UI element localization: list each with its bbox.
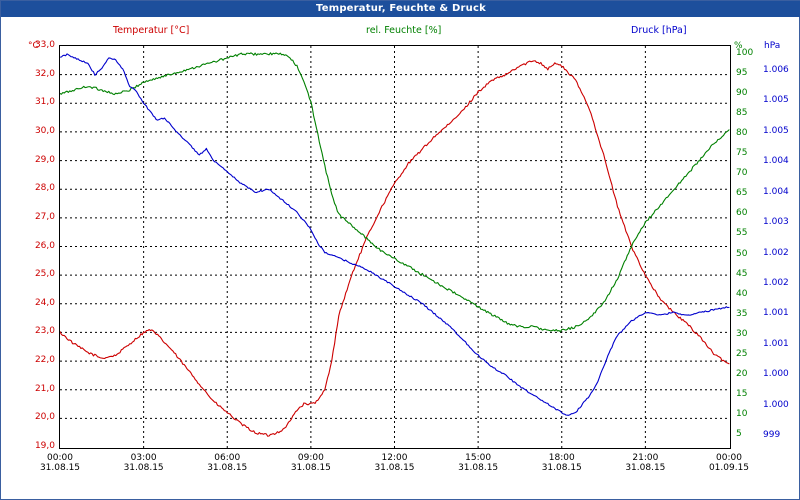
x-tick-time: 21:00 — [632, 453, 659, 463]
x-tick: 12:00 31.08.15 — [371, 453, 419, 473]
y-tick-humidity: 85 — [736, 108, 748, 119]
y-tick-humidity: 20 — [736, 368, 748, 379]
y-tick-pressure: 1.003 — [763, 217, 789, 228]
plot-area — [59, 45, 731, 449]
legend-pressure: Druck [hPa] — [631, 25, 687, 36]
y-tick-temperature: 31,0 — [34, 97, 55, 108]
y-tick-humidity: 75 — [736, 148, 748, 159]
y-tick-pressure: 1.002 — [763, 247, 789, 258]
y-tick-pressure: 1.001 — [763, 338, 789, 349]
x-tick: 15:00 31.08.15 — [454, 453, 502, 473]
y-tick-pressure: 1.004 — [763, 156, 789, 167]
window-title-bar: Temperatur, Feuchte & Druck — [1, 1, 800, 17]
y-tick-pressure: 999 — [763, 430, 781, 440]
y-tick-temperature: 27,0 — [34, 211, 55, 222]
y-tick-humidity: 80 — [736, 128, 748, 139]
x-tick-time: 06:00 — [214, 453, 241, 463]
y-tick-humidity: 55 — [736, 228, 748, 239]
series-line-humidity — [60, 52, 730, 333]
x-tick-time: 15:00 — [465, 453, 492, 463]
x-tick-date: 31.08.15 — [541, 463, 582, 473]
legend-temperature: Temperatur [°C] — [113, 25, 190, 36]
y-tick-humidity: 95 — [736, 68, 748, 79]
y-tick-humidity: 40 — [736, 288, 748, 299]
x-tick-date: 31.08.15 — [207, 463, 248, 473]
y-tick-humidity: 65 — [736, 188, 748, 199]
y-tick-temperature: 25,0 — [34, 269, 55, 280]
x-tick-date: 31.08.15 — [290, 463, 331, 473]
y-tick-humidity: 50 — [736, 248, 748, 259]
axis-unit-humidity: % — [734, 41, 743, 51]
y-tick-humidity: 35 — [736, 308, 748, 319]
x-tick-date: 01.09.15 — [708, 463, 750, 473]
x-tick: 03:00 31.08.15 — [120, 453, 168, 473]
y-tick-temperature: 26,0 — [34, 240, 55, 251]
series-line-pressure — [60, 53, 730, 416]
y-tick-temperature: 32,0 — [34, 68, 55, 79]
y-tick-temperature: 20,0 — [34, 412, 55, 423]
x-tick-date: 31.08.15 — [123, 463, 164, 473]
y-tick-temperature: 30,0 — [34, 125, 55, 136]
axis-unit-temperature: °C — [28, 41, 39, 51]
x-tick: 18:00 31.08.15 — [538, 453, 586, 473]
y-tick-humidity: 100 — [736, 48, 754, 59]
y-tick-temperature: 22,0 — [34, 355, 55, 366]
x-tick-time: 00:00 — [47, 453, 73, 463]
x-tick-time: 12:00 — [381, 453, 408, 463]
x-tick-time: 09:00 — [297, 453, 324, 463]
x-tick-date: 31.08.15 — [374, 463, 415, 473]
axis-unit-pressure: hPa — [764, 41, 781, 51]
y-tick-temperature: 19,0 — [34, 441, 55, 451]
y-tick-pressure: 1.005 — [763, 95, 789, 106]
x-tick-date: 31.08.15 — [458, 463, 499, 473]
y-tick-humidity: 45 — [736, 268, 748, 279]
x-tick-date: 31.08.15 — [625, 463, 666, 473]
y-tick-humidity: 30 — [736, 328, 748, 339]
series-line-temperature — [60, 60, 730, 437]
x-tick-time: 18:00 — [548, 453, 575, 463]
y-tick-pressure: 1.000 — [763, 399, 789, 410]
y-tick-temperature: 28,0 — [34, 183, 55, 194]
window-title: Temperatur, Feuchte & Druck — [316, 3, 486, 14]
y-tick-humidity: 15 — [736, 388, 748, 399]
y-tick-pressure: 1.002 — [763, 277, 789, 288]
x-tick: 06:00 31.08.15 — [203, 453, 251, 473]
y-tick-temperature: 23,0 — [34, 326, 55, 337]
y-tick-pressure: 1.004 — [763, 186, 789, 197]
x-tick-date: 31.08.15 — [39, 463, 81, 473]
x-tick-time: 03:00 — [130, 453, 157, 463]
y-tick-temperature: 33,0 — [34, 40, 55, 50]
legend-humidity: rel. Feuchte [%] — [366, 25, 442, 36]
y-tick-humidity: 25 — [736, 348, 748, 359]
x-tick-time: 00:00 — [716, 453, 742, 463]
y-tick-pressure: 1.005 — [763, 125, 789, 136]
y-tick-temperature: 21,0 — [34, 383, 55, 394]
y-tick-pressure: 1.006 — [763, 65, 789, 75]
y-tick-humidity: 60 — [736, 208, 748, 219]
y-tick-humidity: 90 — [736, 88, 748, 99]
y-tick-pressure: 1.000 — [763, 369, 789, 380]
x-tick: 21:00 31.08.15 — [621, 453, 669, 473]
plot-svg — [60, 46, 730, 448]
y-tick-temperature: 29,0 — [34, 154, 55, 165]
x-tick: 00:00 31.08.15 — [36, 453, 84, 473]
x-tick: 00:00 01.09.15 — [705, 453, 753, 473]
y-tick-humidity: 70 — [736, 168, 748, 179]
y-tick-humidity: 5 — [736, 428, 742, 439]
y-tick-humidity: 10 — [736, 408, 748, 419]
y-tick-temperature: 24,0 — [34, 297, 55, 308]
y-tick-pressure: 1.001 — [763, 308, 789, 319]
x-tick: 09:00 31.08.15 — [287, 453, 335, 473]
